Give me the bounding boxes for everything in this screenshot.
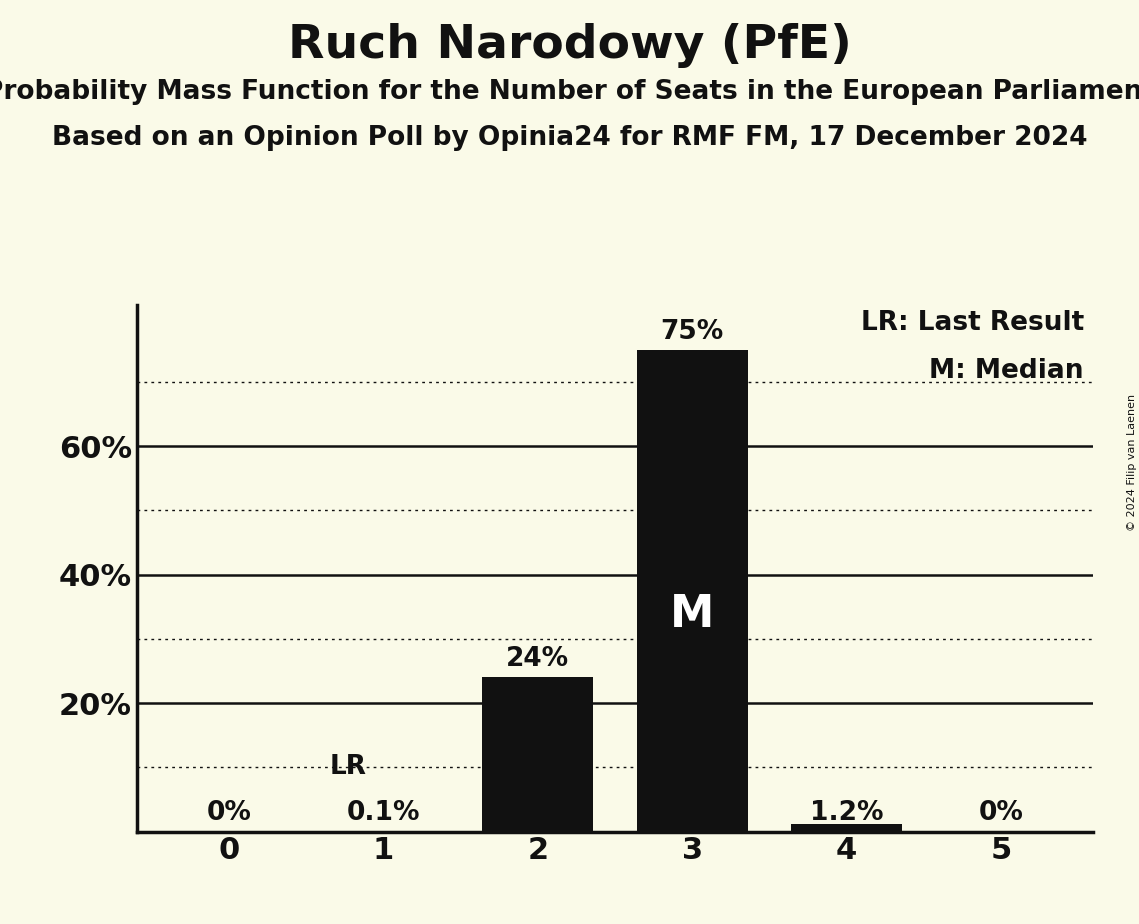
Bar [637, 350, 748, 832]
Text: 24%: 24% [507, 646, 570, 673]
Text: M: Median: M: Median [929, 358, 1084, 383]
Text: M: M [670, 593, 714, 637]
Text: © 2024 Filip van Laenen: © 2024 Filip van Laenen [1126, 394, 1137, 530]
Text: 0%: 0% [207, 800, 252, 826]
Bar [482, 677, 593, 832]
Text: Based on an Opinion Poll by Opinia24 for RMF FM, 17 December 2024: Based on an Opinion Poll by Opinia24 for… [51, 125, 1088, 151]
Text: 0.1%: 0.1% [347, 800, 420, 826]
Text: 0%: 0% [978, 800, 1023, 826]
Text: LR: Last Result: LR: Last Result [861, 310, 1084, 336]
Text: Probability Mass Function for the Number of Seats in the European Parliament: Probability Mass Function for the Number… [0, 79, 1139, 104]
Text: Ruch Narodowy (PfE): Ruch Narodowy (PfE) [288, 23, 851, 68]
Text: LR: LR [329, 754, 367, 781]
Bar [790, 824, 902, 832]
Text: 75%: 75% [661, 319, 724, 345]
Text: 1.2%: 1.2% [810, 800, 883, 826]
